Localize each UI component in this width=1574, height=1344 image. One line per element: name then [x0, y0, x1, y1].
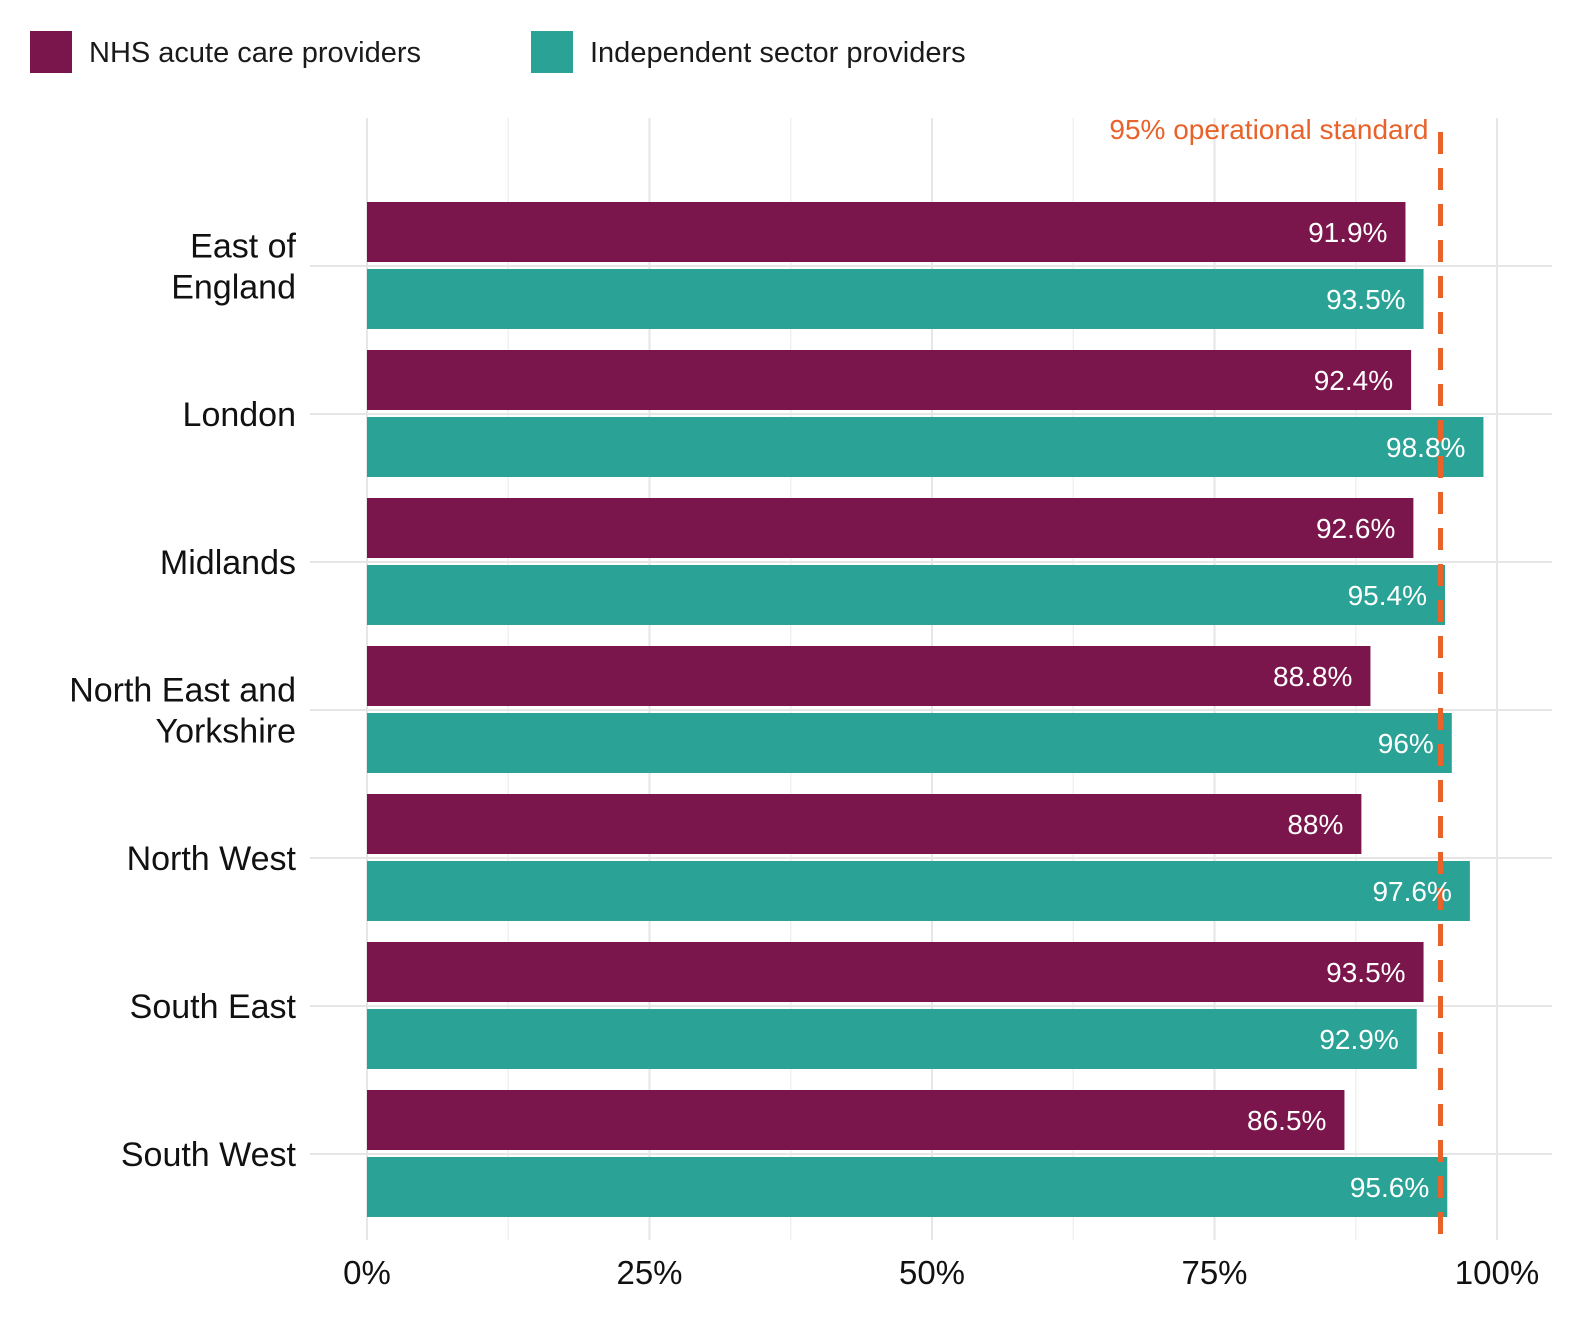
bar-nhs	[367, 942, 1424, 1002]
bar-independent	[367, 565, 1446, 625]
bar-value-label: 95.4%	[1348, 580, 1427, 611]
x-tick-label: 25%	[616, 1254, 682, 1291]
bar-nhs	[367, 1090, 1345, 1150]
bar-nhs	[367, 794, 1362, 854]
bar-value-label: 96%	[1378, 728, 1434, 759]
bar-value-label: 93.5%	[1326, 284, 1405, 315]
bar-value-label: 88%	[1287, 809, 1343, 840]
bar-independent	[367, 269, 1424, 329]
legend: NHS acute care providers Independent sect…	[30, 31, 966, 73]
category-label: Midlands	[160, 544, 296, 582]
legend-swatch-nhs	[30, 31, 72, 73]
bar-nhs	[367, 646, 1371, 706]
legend-label-independent: Independent sector providers	[590, 37, 966, 69]
bar-value-label: 97.6%	[1372, 876, 1451, 907]
bar-value-label: 92.4%	[1314, 365, 1393, 396]
bar-value-label: 98.8%	[1386, 432, 1465, 463]
category-label: South West	[121, 1136, 297, 1174]
bar-value-label: 92.6%	[1316, 513, 1395, 544]
bar-value-label: 95.6%	[1350, 1172, 1429, 1203]
reference-line-label: 95% operational standard	[1109, 114, 1428, 145]
category-label: East of England	[171, 228, 296, 307]
legend-swatch-independent	[531, 31, 573, 73]
x-tick-label: 50%	[899, 1254, 965, 1291]
x-tick-label: 75%	[1181, 1254, 1247, 1291]
bar-value-label: 92.9%	[1319, 1024, 1398, 1055]
bar-value-label: 86.5%	[1247, 1105, 1326, 1136]
bar-nhs	[367, 350, 1412, 410]
category-label: London	[183, 396, 296, 434]
bar-independent	[367, 861, 1470, 921]
bar-independent	[367, 1157, 1448, 1217]
bar-independent	[367, 417, 1484, 477]
bar-nhs	[367, 498, 1414, 558]
bar-independent	[367, 1009, 1417, 1069]
category-label: North East and Yorkshire	[69, 672, 296, 751]
labels-layer: 91.9% 93.5% East of England 92.4% 98.8% London…	[69, 114, 1539, 1291]
bar-value-label: 88.8%	[1273, 661, 1352, 692]
x-tick-label: 0%	[343, 1254, 391, 1291]
category-label: North West	[127, 840, 297, 878]
category-label: South East	[130, 988, 297, 1026]
legend-label-nhs: NHS acute care providers	[89, 37, 421, 69]
bar-value-label: 91.9%	[1308, 217, 1387, 248]
bar-value-label: 93.5%	[1326, 957, 1405, 988]
bar-independent	[367, 713, 1452, 773]
bar-nhs	[367, 202, 1406, 262]
x-tick-label: 100%	[1455, 1254, 1539, 1291]
bars-layer	[367, 202, 1484, 1217]
